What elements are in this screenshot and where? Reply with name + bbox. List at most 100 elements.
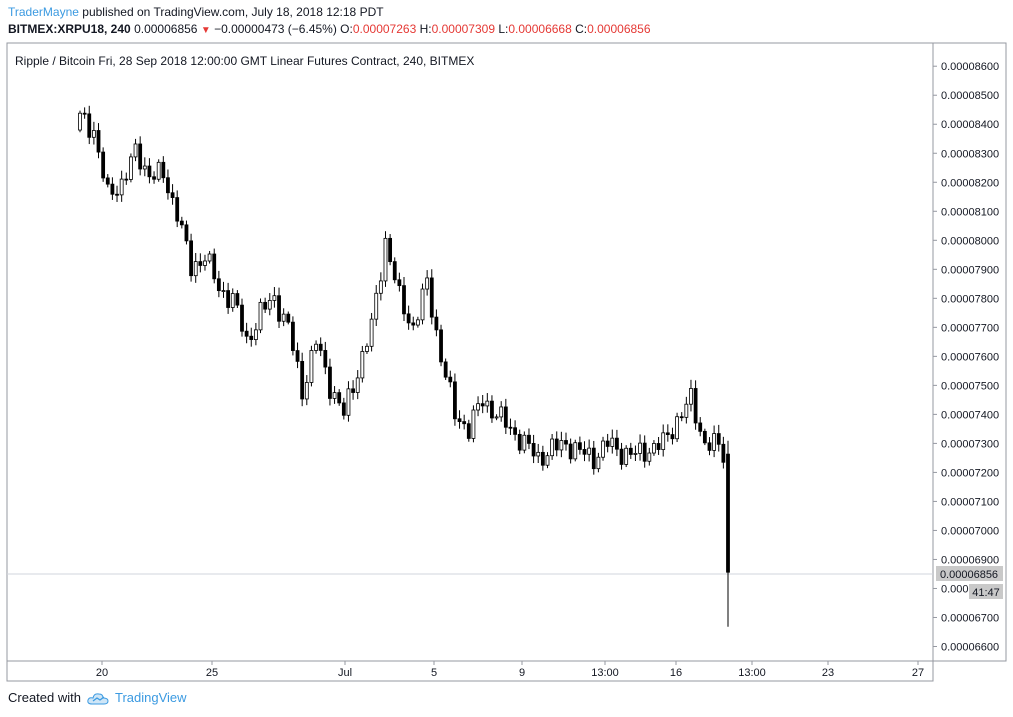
chart-title: Ripple / Bitcoin Fri, 28 Sep 2018 12:00:…: [15, 54, 474, 68]
y-tick-label: 0.00007500: [941, 380, 999, 392]
high-value: 0.00007309: [431, 22, 495, 36]
candle-body-down: [582, 449, 587, 455]
y-tick-label: 0.00007400: [941, 409, 999, 421]
candle-body-up: [281, 313, 286, 322]
candle-body-up: [522, 434, 527, 451]
candle-body-down: [152, 176, 156, 180]
candle-body-down: [619, 448, 624, 465]
candle-body-up: [494, 416, 499, 419]
y-tick-label: 0.00007900: [941, 264, 999, 276]
candle-body-up: [633, 452, 638, 455]
candle-body-down: [721, 443, 726, 463]
open-value: 0.00007263: [352, 22, 417, 36]
price-change: −0.00000473 (−6.45%): [214, 22, 337, 36]
candle-body-down: [716, 433, 721, 445]
candle-body-down: [702, 430, 707, 444]
plot-area: [6, 42, 934, 662]
candle-body-down: [286, 313, 291, 323]
y-tick-label: 0.00006600: [941, 641, 999, 653]
created-with-label: Created with: [8, 690, 81, 705]
candle-body-down: [656, 443, 661, 450]
high-label: H:: [419, 22, 432, 36]
x-tick-label: Jul: [338, 667, 352, 679]
candle-body-down: [527, 434, 531, 444]
candle-body-down: [82, 112, 87, 115]
candle-body-down: [480, 403, 485, 407]
y-tick-label: 0.00008500: [941, 90, 999, 102]
candle-body-down: [216, 278, 221, 292]
low-value: 0.00006668: [508, 22, 572, 36]
candle-body-down: [226, 290, 231, 308]
candle-body-up: [355, 377, 360, 393]
candle-body-up: [221, 290, 226, 292]
candle-body-up: [304, 382, 309, 400]
candle-body-down: [170, 192, 175, 198]
candle-body-down: [105, 177, 110, 185]
x-tick-label: 27: [912, 667, 924, 679]
candle-body-down: [517, 433, 522, 451]
x-tick-label: 20: [96, 667, 108, 679]
candle-body-up: [559, 440, 564, 451]
candle-body-down: [429, 277, 434, 318]
tradingview-link[interactable]: TradingView: [114, 690, 187, 705]
candle-body-down: [198, 261, 203, 266]
candle-body-up: [272, 295, 277, 301]
candle-body-down: [189, 240, 193, 277]
candle-body-up: [360, 351, 365, 379]
candle-body-up: [203, 260, 207, 266]
candle-body-down: [411, 322, 416, 326]
price-scale[interactable]: [932, 42, 1007, 662]
candles: [78, 105, 730, 627]
candle-body-down: [323, 350, 328, 368]
candle-body-down: [453, 381, 457, 420]
x-tick-label: 16: [670, 667, 682, 679]
candle-body-down: [337, 392, 342, 404]
candle-body-down: [698, 422, 703, 432]
candle-body-up: [378, 280, 383, 294]
candle-body-up: [675, 416, 679, 440]
candle-body-down: [244, 330, 249, 337]
down-arrow-icon: ▼: [200, 25, 211, 36]
x-tick-label: 9: [519, 667, 525, 679]
candle-body-up: [536, 451, 541, 457]
tradingview-cloud-icon: [87, 692, 109, 704]
candle-body-down: [212, 253, 217, 280]
candle-body-down: [87, 113, 92, 138]
candle-body-up: [712, 433, 717, 451]
candle-body-down: [328, 366, 332, 399]
candle-body-down: [406, 313, 411, 324]
candle-body-down: [439, 329, 443, 363]
candle-body-up: [471, 409, 476, 439]
candle-body-down: [568, 443, 573, 460]
candle-body-down: [540, 451, 545, 466]
candle-body-down: [670, 434, 675, 440]
candle-body-up: [415, 319, 420, 326]
candle-body-up: [684, 403, 689, 418]
candle-body-down: [707, 442, 712, 451]
candle-body-down: [179, 220, 184, 226]
candle-body-down: [434, 316, 439, 331]
y-tick-label: 0.00007700: [941, 322, 999, 334]
candle-body-up: [142, 165, 147, 170]
candle-body-up: [253, 329, 258, 340]
candle-body-down: [101, 151, 106, 179]
y-tick-label: 0.00006900: [941, 554, 999, 566]
candle-body-down: [513, 427, 517, 435]
candle-body-up: [369, 318, 374, 347]
candle-body-down: [240, 304, 244, 332]
candle-body-up: [309, 350, 314, 383]
candle-body-up: [207, 253, 212, 262]
time-scale[interactable]: [6, 660, 934, 682]
candle-body-down: [166, 177, 170, 194]
candle-body-up: [365, 345, 369, 352]
candle-body-down: [147, 165, 152, 178]
author-link[interactable]: TraderMayne: [8, 5, 79, 19]
y-tick-label: 0.00007000: [941, 525, 999, 537]
candle-body-up: [601, 440, 605, 458]
candle-body-down: [249, 335, 254, 340]
candle-body-down: [138, 143, 143, 170]
candle-body-up: [129, 156, 133, 180]
candle-body-up: [652, 443, 656, 454]
candle-body-down: [448, 376, 453, 383]
